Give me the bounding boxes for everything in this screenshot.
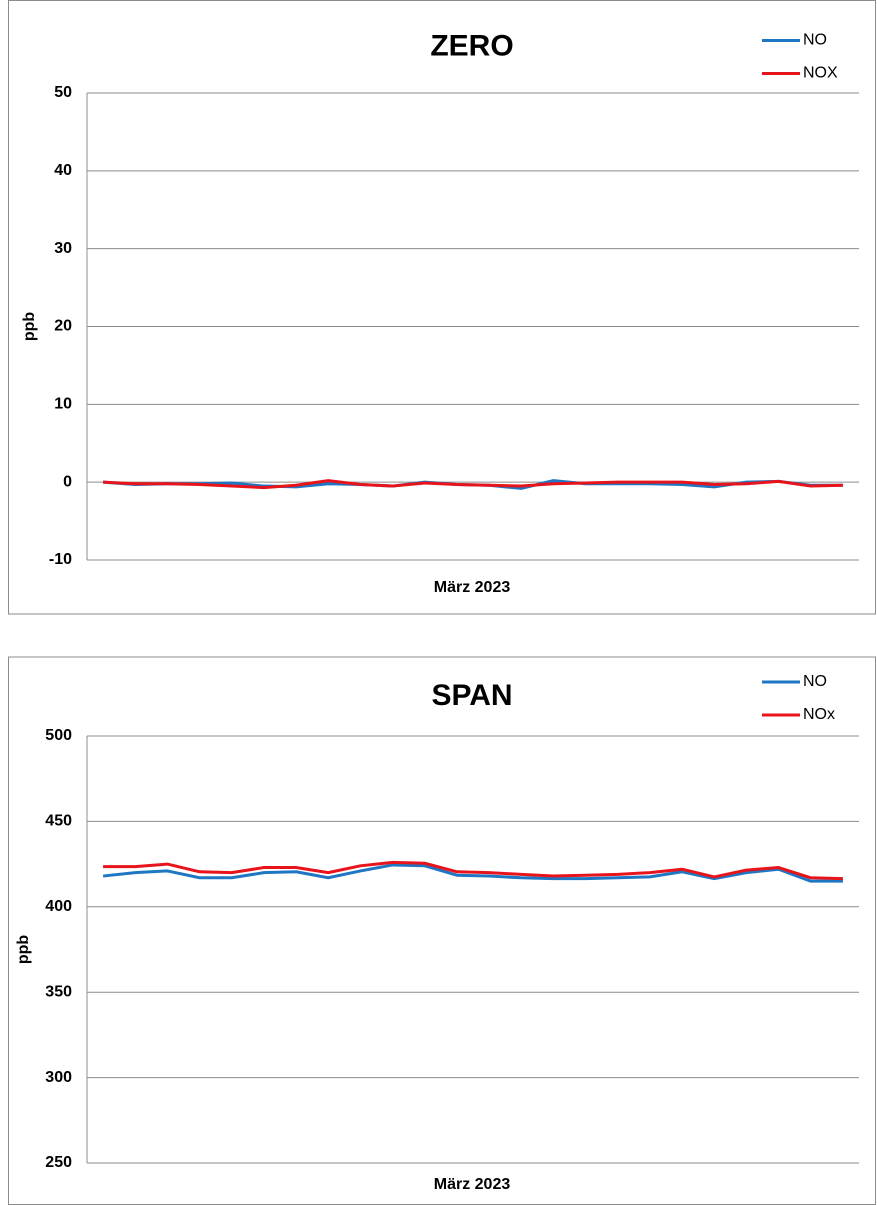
y-tick-label: 250 bbox=[45, 1154, 72, 1171]
x-axis-label: März 2023 bbox=[434, 1176, 511, 1193]
y-tick-label: 300 bbox=[45, 1069, 72, 1086]
chart-title: ZERO bbox=[430, 29, 513, 62]
line-series bbox=[103, 479, 843, 490]
y-tick-label: 50 bbox=[54, 84, 72, 101]
legend-label: NOx bbox=[803, 706, 835, 723]
chart-frame bbox=[8, 656, 876, 1205]
y-tick-label: 10 bbox=[54, 396, 72, 413]
line-series bbox=[103, 860, 843, 881]
y-tick-label: 40 bbox=[54, 162, 72, 179]
legend-label: NOX bbox=[803, 65, 838, 82]
y-tick-label: 0 bbox=[63, 473, 72, 490]
y-tick-label: 500 bbox=[45, 727, 72, 744]
y-tick-label: 400 bbox=[45, 898, 72, 915]
y-tick-label: 30 bbox=[54, 240, 72, 257]
chart-frame bbox=[8, 0, 876, 615]
line-series bbox=[102, 863, 843, 883]
legend-label: NO bbox=[803, 32, 827, 49]
y-tick-label: 450 bbox=[45, 813, 72, 830]
y-axis-label: ppb bbox=[21, 312, 38, 342]
legend-label: NO bbox=[803, 673, 827, 690]
y-tick-label: -10 bbox=[49, 551, 72, 568]
y-tick-label: 20 bbox=[54, 318, 72, 335]
chart-title: SPAN bbox=[431, 679, 512, 712]
x-axis-label: März 2023 bbox=[434, 579, 511, 596]
y-tick-label: 350 bbox=[45, 983, 72, 1000]
y-axis-label: ppb bbox=[15, 935, 32, 965]
